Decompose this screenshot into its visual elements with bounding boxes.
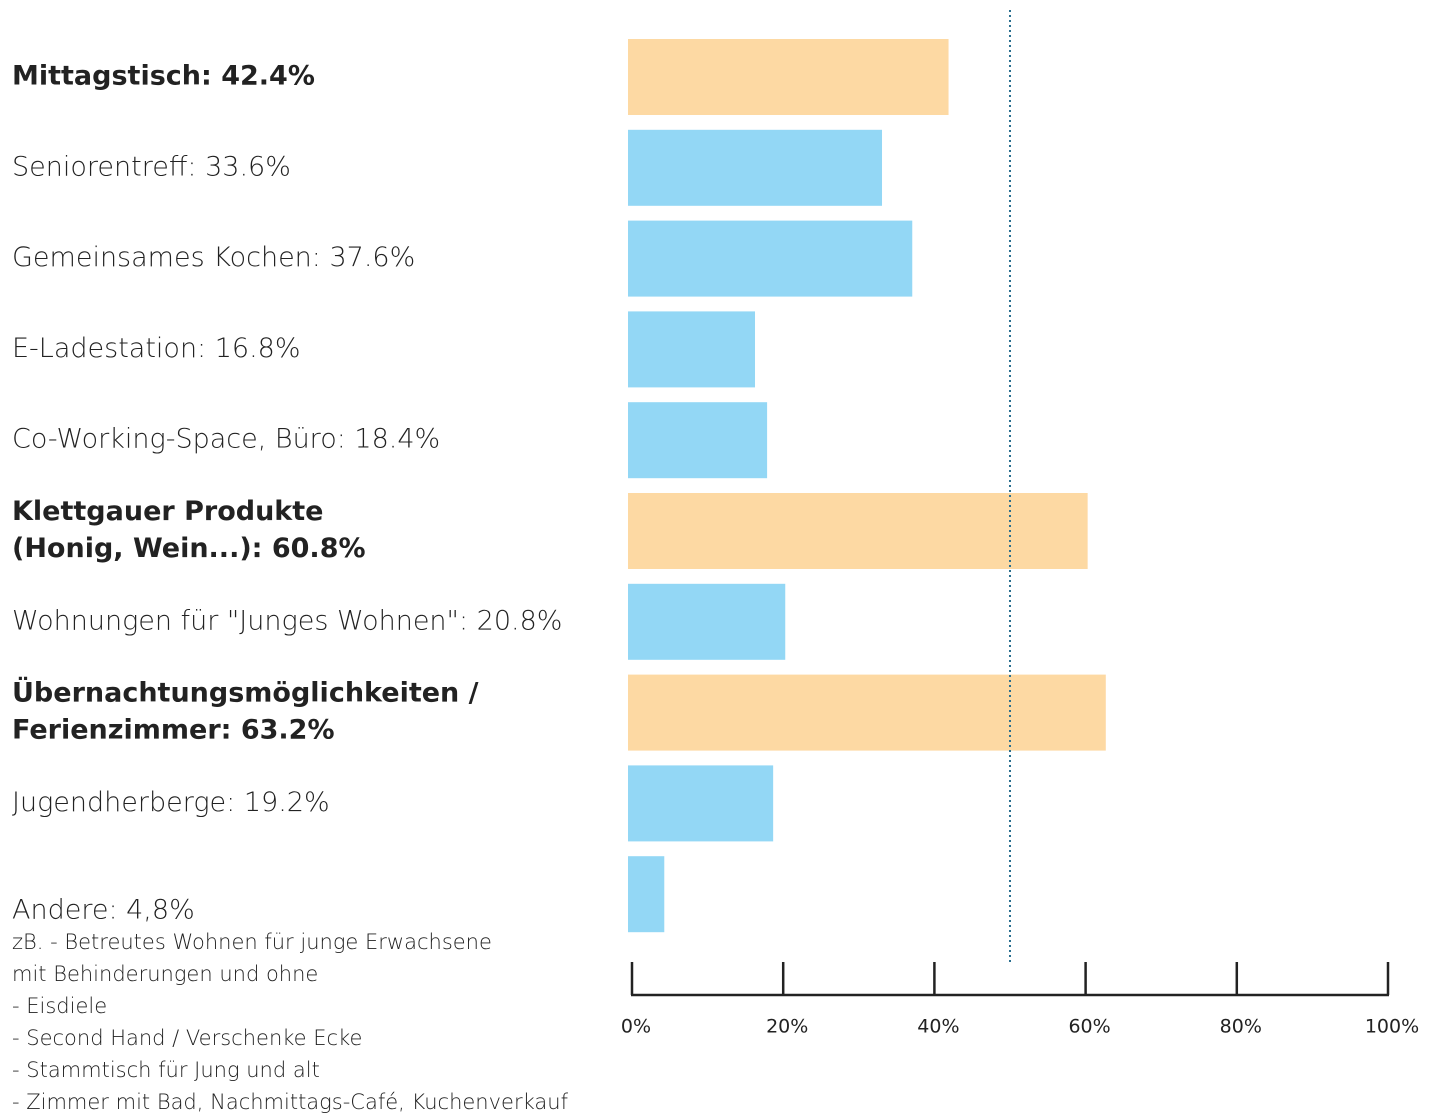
category-label: Klettgauer Produkte bbox=[12, 496, 323, 527]
bar bbox=[628, 39, 949, 115]
category-label: Mittagstisch: 42.4% bbox=[12, 61, 315, 92]
bar bbox=[628, 765, 774, 842]
bar bbox=[628, 856, 665, 933]
category-label: (Honig, Wein...): 60.8% bbox=[12, 533, 366, 564]
x-tick-label: 80% bbox=[1220, 1016, 1262, 1038]
category-label: Übernachtungsmöglichkeiten / bbox=[12, 676, 479, 709]
note-line: - Zimmer mit Bad, Nachmittags-Café, Kuch… bbox=[12, 1090, 569, 1114]
x-tick-label: 100% bbox=[1365, 1016, 1419, 1038]
category-label: Gemeinsames Kochen: 37.6% bbox=[12, 242, 415, 273]
x-tick-label: 20% bbox=[766, 1016, 808, 1038]
x-tick-label: 60% bbox=[1068, 1016, 1110, 1038]
note-line: mit Behinderungen und ohne bbox=[12, 962, 318, 986]
x-tick-label: 40% bbox=[917, 1016, 959, 1038]
note-line: - Eisdiele bbox=[12, 994, 107, 1018]
category-label: Seniorentreff: 33.6% bbox=[12, 151, 291, 182]
bar bbox=[628, 493, 1088, 569]
note-line: - Second Hand / Verschenke Ecke bbox=[12, 1026, 362, 1050]
x-tick-label: 0% bbox=[621, 1016, 651, 1038]
note-line: zB. - Betreutes Wohnen für junge Erwachs… bbox=[12, 930, 492, 954]
bar bbox=[628, 402, 768, 479]
note-line: - Stammtisch für Jung und alt bbox=[12, 1058, 320, 1082]
bar bbox=[628, 311, 756, 388]
category-label: Andere: 4,8% bbox=[12, 895, 195, 926]
category-label: Co-Working-Space, Büro: 18.4% bbox=[12, 424, 440, 455]
bar bbox=[628, 583, 786, 660]
bar bbox=[628, 129, 883, 206]
category-label: Ferienzimmer: 63.2% bbox=[12, 715, 335, 746]
bar bbox=[628, 220, 913, 297]
category-label: Wohnungen für "Junges Wohnen": 20.8% bbox=[12, 605, 562, 636]
category-label: Jugendherberge: 19.2% bbox=[12, 787, 330, 818]
bar bbox=[628, 674, 1106, 751]
category-label: E-Ladestation: 16.8% bbox=[12, 333, 301, 364]
